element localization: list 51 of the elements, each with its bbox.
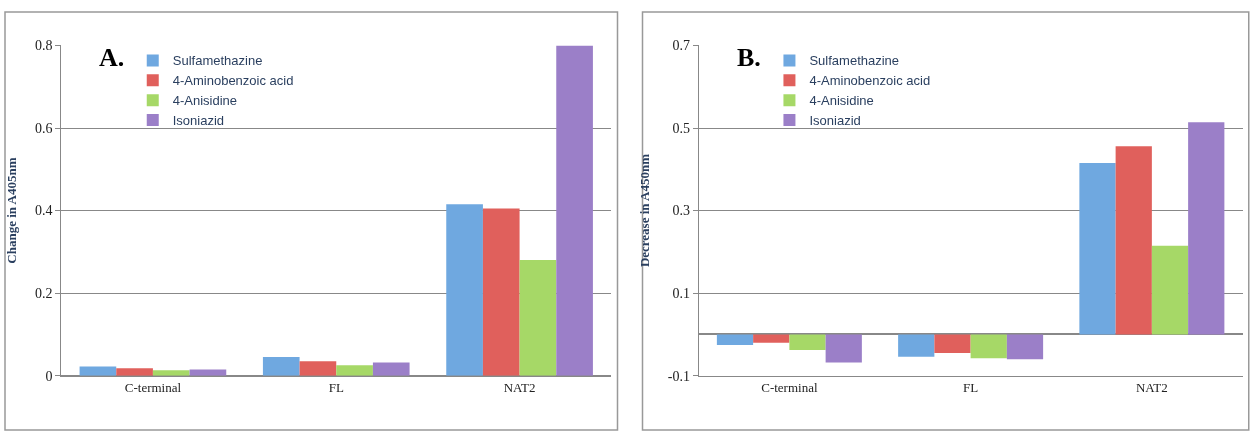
annotation: A. (99, 43, 125, 72)
bar (482, 208, 520, 376)
legend-label: 4-Anisidine (809, 93, 874, 109)
x-tick-label: C-terminal (124, 380, 182, 396)
bar (372, 362, 410, 376)
bar (716, 334, 754, 346)
legend-label: 4-Aminobenzoic acid (809, 73, 931, 89)
legend-label: Isoniazid (809, 113, 861, 129)
bar (1115, 146, 1152, 335)
legend-label: 4-Aminobenzoic acid (172, 73, 294, 89)
y-tick-label: 0.8 (34, 38, 53, 54)
bar (1006, 334, 1044, 360)
bar (299, 361, 337, 376)
bar (556, 45, 593, 376)
bar (898, 334, 935, 357)
bar (753, 334, 790, 343)
y-axis-title: Change in A405nm (3, 157, 19, 264)
x-tick-label: FL (328, 380, 344, 396)
legend-label: Sulfamethazine (172, 53, 263, 69)
bar (152, 370, 190, 376)
bar (934, 334, 971, 353)
y-axis-title: Decrease in A450nm (636, 153, 652, 268)
bar (1079, 163, 1116, 335)
y-tick-label: 0 (45, 368, 53, 384)
x-tick-label: FL (963, 380, 979, 396)
bar (970, 334, 1007, 359)
bar (116, 368, 153, 376)
bar (336, 365, 373, 376)
y-tick-label: 0.7 (672, 38, 690, 54)
bar (789, 334, 826, 351)
legend-label: Sulfamethazine (809, 53, 900, 69)
bar (519, 260, 557, 376)
y-tick-label: 0.1 (672, 286, 690, 302)
x-tick-label: C-terminal (761, 380, 818, 396)
legend-label: 4-Anisidine (172, 93, 238, 109)
y-tick-label: 0.5 (672, 120, 690, 136)
x-tick-label: NAT2 (1135, 380, 1168, 396)
bar (1151, 245, 1189, 335)
bar (262, 357, 300, 376)
y-tick-label: 0.3 (672, 203, 690, 219)
bar (825, 334, 862, 363)
y-tick-label: 0.4 (34, 203, 53, 219)
x-tick-label: NAT2 (503, 380, 536, 396)
annotation: B. (737, 43, 761, 72)
y-tick-label: 0.2 (34, 286, 53, 302)
legend-label: Isoniazid (172, 113, 225, 129)
y-tick-label: 0.6 (34, 120, 53, 136)
bar (1188, 122, 1225, 335)
bar (446, 204, 483, 376)
y-tick-label: -0.1 (667, 368, 690, 384)
bar (189, 369, 227, 376)
